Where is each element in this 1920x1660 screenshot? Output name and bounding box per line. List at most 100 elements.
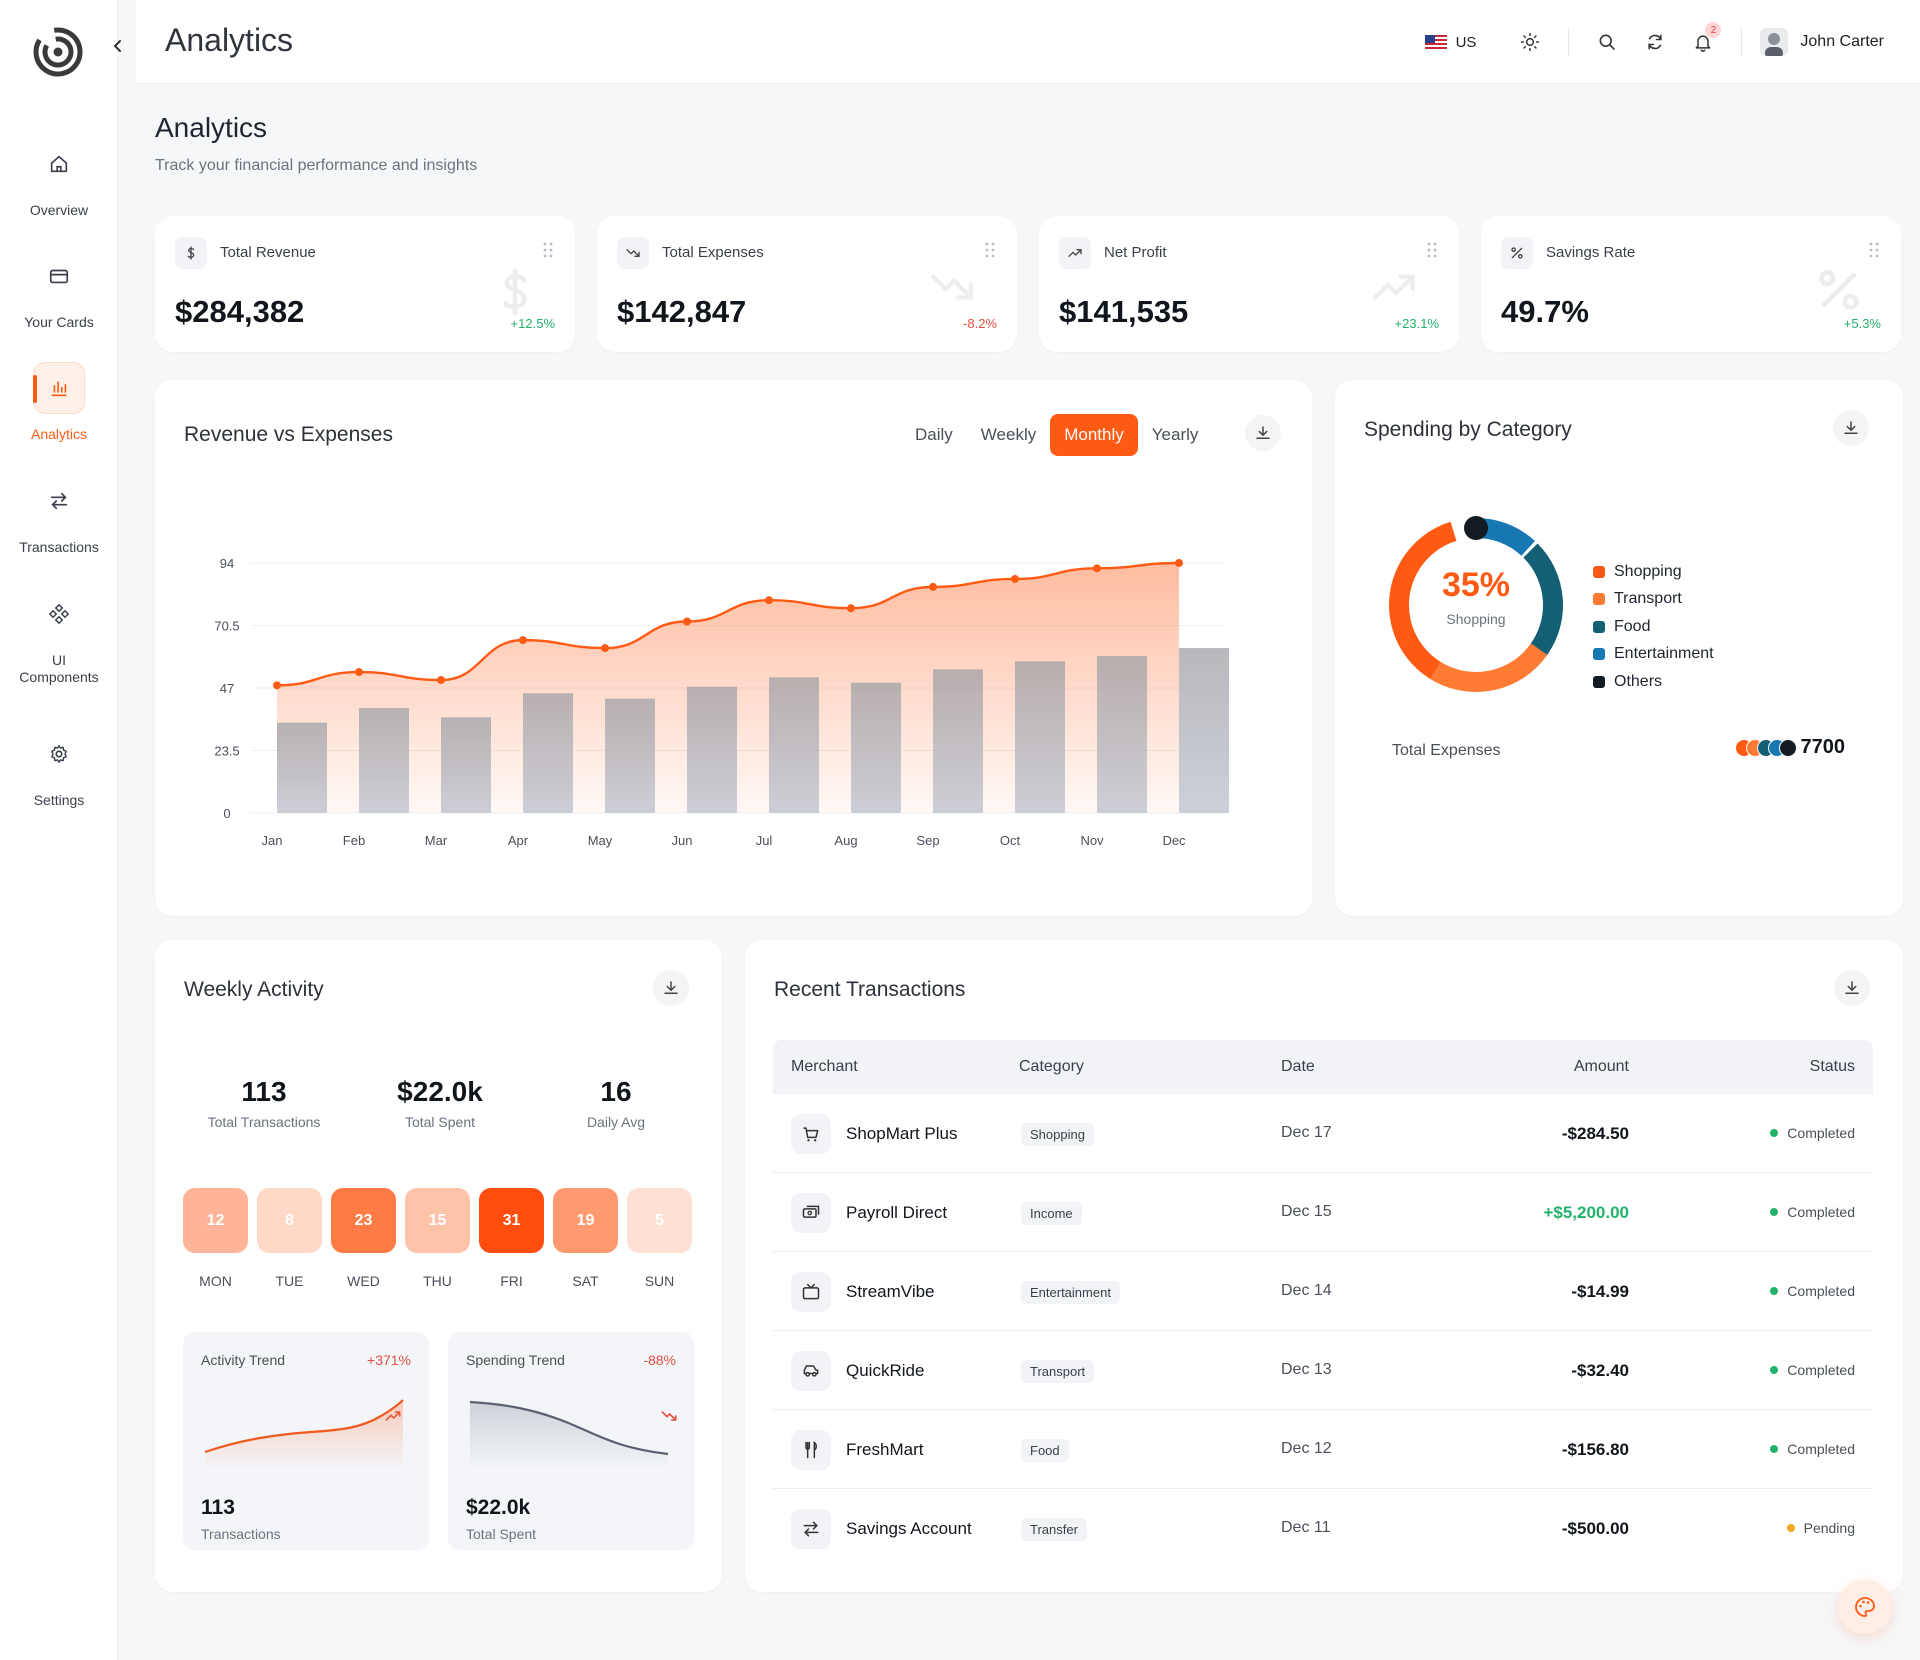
donut-segment-others[interactable] [1464, 516, 1488, 540]
card-title: Recent Transactions [774, 978, 966, 1001]
status-dot [1770, 1366, 1779, 1374]
table-row[interactable]: Payroll Direct Income Dec 15 +$5,200.00 Comp… [773, 1173, 1873, 1252]
tab-monthly[interactable]: Monthly [1050, 414, 1138, 456]
stat-card-net-profit[interactable]: Net Profit $141,535 +23.1% [1039, 216, 1459, 352]
expense-bar[interactable] [933, 669, 983, 813]
legend-item-food[interactable]: Food [1593, 613, 1714, 641]
download-button[interactable] [1834, 970, 1870, 1006]
expense-bar[interactable] [851, 682, 901, 813]
expense-bar[interactable] [441, 717, 491, 813]
revenue-point[interactable] [437, 676, 445, 685]
expense-bar[interactable] [277, 722, 327, 813]
legend-item-others[interactable]: Others [1593, 668, 1714, 696]
revenue-point[interactable] [519, 636, 527, 645]
stat-change: +23.1% [1394, 316, 1439, 331]
expense-bar[interactable] [1015, 661, 1065, 813]
table-row[interactable]: ShopMart Plus Shopping Dec 17 -$284.50 Compl… [773, 1094, 1873, 1173]
revenue-point[interactable] [273, 681, 281, 690]
transaction-date: Dec 13 [1281, 1361, 1332, 1378]
activity-trend-card[interactable]: Activity Trend +371% 113 Transactions [183, 1332, 429, 1550]
revenue-point[interactable] [929, 582, 937, 591]
sidebar-item-settings[interactable]: Settings [0, 728, 118, 808]
refresh-button[interactable] [1631, 22, 1679, 62]
table-row[interactable]: Savings Account Transfer Dec 11 -$500.00 Pen… [773, 1489, 1873, 1568]
donut-segment-shopping[interactable] [1381, 510, 1571, 700]
search-button[interactable] [1583, 22, 1631, 62]
trend-up-watermark-icon [1361, 262, 1427, 312]
day-thu[interactable]: 15 THU [405, 1188, 470, 1289]
expense-bar[interactable] [523, 693, 573, 813]
stat-card-total-expenses[interactable]: Total Expenses $142,847 -8.2% [597, 216, 1017, 352]
expense-bar[interactable] [769, 677, 819, 813]
drag-handle-icon[interactable] [1427, 242, 1437, 258]
divider [1741, 28, 1743, 56]
table-row[interactable]: FreshMart Food Dec 12 -$156.80 Completed [773, 1410, 1873, 1489]
stat-card-savings-rate[interactable]: Savings Rate 49.7% +5.3% [1481, 216, 1901, 352]
table-row[interactable]: StreamVibe Entertainment Dec 14 -$14.99 Comp… [773, 1252, 1873, 1331]
theme-customizer-button[interactable] [1838, 1580, 1892, 1634]
collapse-sidebar-button[interactable] [108, 34, 128, 58]
expense-bar[interactable] [605, 698, 655, 813]
donut-segment-food[interactable] [1381, 510, 1571, 700]
column-status[interactable]: Status [1809, 1058, 1855, 1075]
revenue-point[interactable] [847, 604, 855, 613]
card-icon [33, 250, 85, 302]
top-bar: Analytics US 2 John Ca [136, 0, 1920, 84]
column-date[interactable]: Date [1281, 1058, 1315, 1075]
expense-bar[interactable] [687, 686, 737, 813]
sidebar-item-transactions[interactable]: Transactions [0, 475, 118, 555]
download-button[interactable] [1245, 415, 1281, 451]
day-tue[interactable]: 8 TUE [257, 1188, 322, 1289]
expense-bar[interactable] [1179, 648, 1229, 813]
sidebar-item-analytics[interactable]: Analytics [0, 362, 118, 442]
notifications-button[interactable]: 2 [1679, 22, 1727, 62]
expense-bar[interactable] [359, 707, 409, 813]
column-amount[interactable]: Amount [1573, 1058, 1629, 1075]
download-button[interactable] [653, 970, 689, 1006]
theme-toggle-button[interactable] [1506, 22, 1554, 62]
revenue-point[interactable] [683, 617, 691, 626]
table-row[interactable]: QuickRide Transport Dec 13 -$32.40 Completed [773, 1331, 1873, 1410]
legend-item-transport[interactable]: Transport [1593, 586, 1714, 614]
day-fri[interactable]: 31 FRI [479, 1188, 544, 1289]
column-category[interactable]: Category [1019, 1058, 1084, 1075]
bell-icon [1695, 35, 1711, 52]
revenue-point[interactable] [1011, 574, 1019, 583]
sidebar-item-ui-components[interactable]: UI Components [0, 588, 118, 686]
donut-segment-transport[interactable] [1381, 510, 1571, 700]
donut-center-label: Shopping [1446, 611, 1506, 627]
download-button[interactable] [1833, 410, 1869, 446]
revenue-point[interactable] [1175, 559, 1183, 567]
user-menu[interactable]: John Carter [1760, 28, 1884, 56]
sidebar-item-your-cards[interactable]: Your Cards [0, 250, 118, 330]
day-wed[interactable]: 23 WED [331, 1188, 396, 1289]
day-mon[interactable]: 12 MON [183, 1188, 248, 1289]
column-merchant[interactable]: Merchant [791, 1058, 858, 1075]
stat-card-total-revenue[interactable]: Total Revenue $284,382 +12.5% [155, 216, 575, 352]
tab-yearly[interactable]: Yearly [1151, 425, 1199, 444]
sidebar-item-label: Overview [29, 202, 89, 218]
drag-handle-icon[interactable] [1869, 242, 1879, 258]
day-sun[interactable]: 5 SUN [627, 1188, 692, 1289]
day-sat[interactable]: 19 SAT [553, 1188, 618, 1289]
revenue-point[interactable] [765, 596, 773, 605]
legend-label: Transport [1614, 590, 1682, 608]
legend-item-entertainment[interactable]: Entertainment [1593, 641, 1714, 669]
brand-logo[interactable] [32, 26, 84, 78]
sidebar-item-overview[interactable]: Overview [0, 138, 118, 218]
language-selector[interactable]: US [1424, 34, 1476, 51]
x-tick-label: Jun [672, 833, 693, 848]
legend-item-shopping[interactable]: Shopping [1593, 558, 1714, 586]
revenue-point[interactable] [601, 644, 609, 653]
stat-change: +5.3% [1843, 316, 1881, 331]
spending-trend-card[interactable]: Spending Trend -88% $22.0k Total Spent [448, 1332, 694, 1550]
revenue-point[interactable] [355, 668, 363, 677]
stat-value: $142,847 [617, 294, 747, 329]
tab-daily[interactable]: Daily [915, 425, 953, 444]
expense-bar[interactable] [1097, 656, 1147, 813]
drag-handle-icon[interactable] [543, 242, 553, 258]
revenue-point[interactable] [1093, 564, 1101, 573]
drag-handle-icon[interactable] [985, 242, 995, 258]
tab-weekly[interactable]: Weekly [980, 425, 1037, 444]
status-badge: Pending [1786, 1520, 1855, 1536]
